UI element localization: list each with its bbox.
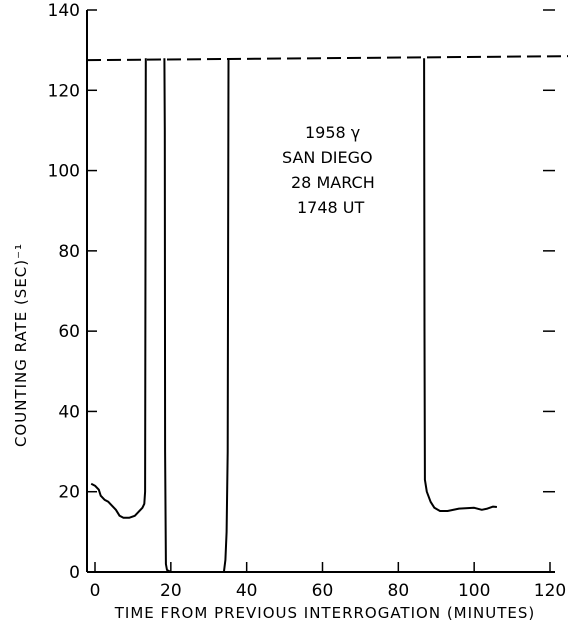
x-tick-label: 80	[388, 581, 410, 601]
tick-labels: 0 20 40 60 80 100 120 140 0 20 40 60 80 100 120	[48, 1, 567, 601]
y-axis-label: COUNTING RATE (SEC)⁻¹	[12, 243, 30, 447]
y-tick-label: 80	[58, 242, 80, 262]
x-tick-label: 60	[312, 581, 334, 601]
saturation-level	[86, 55, 569, 62]
x-tick-label: 0	[90, 581, 101, 601]
x-axis-label: TIME FROM PREVIOUS INTERROGATION (MINUTE…	[114, 604, 536, 622]
y-tick-label: 40	[58, 402, 80, 422]
annotation-line: 1748 UT	[297, 198, 365, 217]
x-tick-label: 120	[534, 581, 566, 601]
x-tick-label: 100	[458, 581, 490, 601]
y-tick-label: 60	[58, 322, 80, 342]
ticks	[87, 9, 555, 573]
annotation-line: 28 MARCH	[291, 173, 375, 192]
annotation-block: 1958 γ SAN DIEGO 28 MARCH 1748 UT	[282, 123, 375, 217]
series-line-2	[163, 58, 172, 573]
annotation-line: SAN DIEGO	[282, 148, 373, 167]
y-tick-label: 0	[69, 563, 80, 583]
y-tick-label: 120	[48, 81, 80, 101]
annotation-line: 1958 γ	[305, 123, 360, 142]
y-tick-label: 140	[48, 1, 80, 21]
series-line-1	[90, 58, 147, 519]
y-tick-label: 100	[48, 162, 80, 182]
plot-frame	[86, 10, 555, 573]
series-line-3	[222, 58, 230, 573]
series-line-4	[423, 58, 498, 512]
series-group	[90, 58, 498, 573]
y-tick-label: 20	[58, 483, 80, 503]
x-tick-label: 20	[160, 581, 182, 601]
saturation-dashed-line	[86, 55, 569, 62]
x-tick-label: 40	[236, 581, 258, 601]
